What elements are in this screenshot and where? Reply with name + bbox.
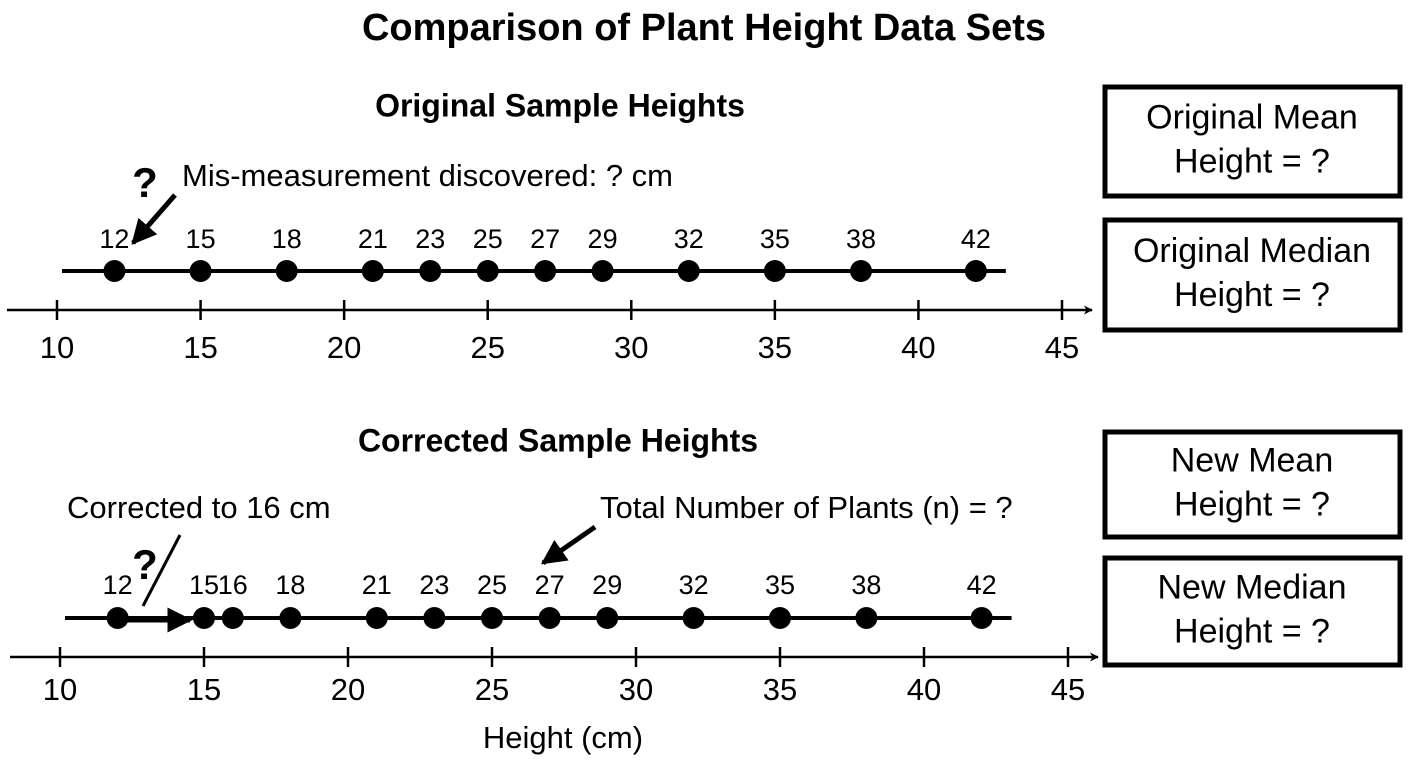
dot-label: 18	[275, 570, 305, 600]
annotation: Corrected to 16 cm	[67, 490, 331, 525]
dot	[103, 260, 126, 282]
annotation: ?	[132, 541, 158, 588]
x-tick-label: 45	[1045, 330, 1079, 365]
dot	[365, 607, 388, 629]
info-box-text: Height = ?	[1174, 276, 1330, 314]
x-tick-label: 45	[1051, 672, 1085, 707]
dot-label: 32	[674, 224, 704, 254]
info-box	[1102, 555, 1403, 668]
info-box-text: Height = ?	[1174, 612, 1330, 650]
dot-label: 27	[530, 224, 560, 254]
arrow	[540, 524, 597, 566]
dot	[677, 260, 700, 282]
dot-label: 38	[851, 570, 881, 600]
dot-label: 23	[419, 570, 449, 600]
dot	[106, 607, 129, 629]
x-tick-label: 40	[907, 672, 941, 707]
annotation: Total Number of Plants (n) = ?	[600, 490, 1013, 525]
dot-label: 21	[358, 224, 388, 254]
dot	[221, 607, 244, 629]
dot	[275, 260, 298, 282]
x-tick-label: 25	[475, 672, 509, 707]
info-box	[1102, 429, 1403, 540]
dot	[481, 607, 503, 629]
chart-title: Corrected Sample Heights	[358, 422, 758, 458]
dot	[763, 260, 786, 282]
dot	[591, 260, 614, 282]
dot-label: 12	[99, 224, 129, 254]
dot	[850, 260, 872, 282]
dot-label: 29	[588, 224, 618, 254]
dot	[538, 607, 561, 629]
x-tick-label: 15	[187, 672, 221, 707]
x-tick-label: 15	[183, 330, 217, 365]
dot	[596, 607, 619, 629]
info-box-text: Original Mean	[1146, 98, 1358, 136]
x-tick-label: 20	[327, 330, 361, 365]
dot-label: 16	[218, 570, 248, 600]
dot	[769, 607, 791, 629]
info-box-text: Height = ?	[1174, 142, 1330, 180]
dot	[964, 260, 987, 282]
dot	[361, 260, 384, 282]
info-box-text: New Mean	[1171, 441, 1334, 479]
dot	[970, 607, 993, 629]
x-tick-label: 30	[619, 672, 653, 707]
dot-label: 21	[362, 570, 392, 600]
info-box-text: New Median	[1158, 568, 1347, 606]
dot-label: 35	[760, 224, 790, 254]
dot	[423, 607, 446, 629]
info-box	[1102, 217, 1403, 333]
dot-label: 18	[272, 224, 302, 254]
dot-label: 38	[846, 224, 876, 254]
dot-label: 42	[967, 570, 997, 600]
dot	[189, 260, 212, 282]
dot-label: 29	[592, 570, 622, 600]
dot	[193, 607, 215, 629]
dot-label: 12	[103, 570, 133, 600]
dot	[682, 607, 705, 629]
x-tick-label: 25	[470, 330, 504, 365]
figure-title: Comparison of Plant Height Data Sets	[362, 7, 1046, 49]
x-tick-label: 20	[331, 672, 365, 707]
dot	[419, 260, 442, 282]
dot-label: 25	[473, 224, 503, 254]
dot-label: 35	[765, 570, 795, 600]
info-box-text: Original Median	[1133, 232, 1371, 270]
dot-label: 27	[535, 570, 565, 600]
arrow	[131, 193, 177, 245]
x-tick-label: 40	[901, 330, 935, 365]
dot-label: 15	[186, 224, 216, 254]
info-box	[1102, 84, 1403, 199]
dot-label: 42	[961, 224, 991, 254]
chart-title: Original Sample Heights	[375, 87, 745, 123]
dot	[279, 607, 302, 629]
dot-label: 23	[415, 224, 445, 254]
x-tick-label: 10	[40, 330, 74, 365]
dot-label: 25	[477, 570, 507, 600]
x-axis-label: Height (cm)	[483, 720, 643, 755]
dot-label: 32	[679, 570, 709, 600]
info-box-text: Height = ?	[1174, 485, 1330, 523]
x-tick-label: 10	[43, 672, 77, 707]
dot	[534, 260, 557, 282]
annotation: ?	[132, 159, 158, 206]
dot	[855, 607, 878, 629]
x-tick-label: 35	[758, 330, 792, 365]
dot-label: 15	[189, 570, 219, 600]
x-tick-label: 30	[614, 330, 648, 365]
x-tick-label: 35	[763, 672, 797, 707]
annotation: Mis-measurement discovered: ? cm	[182, 158, 673, 193]
dot	[476, 260, 499, 282]
slash	[141, 534, 182, 607]
